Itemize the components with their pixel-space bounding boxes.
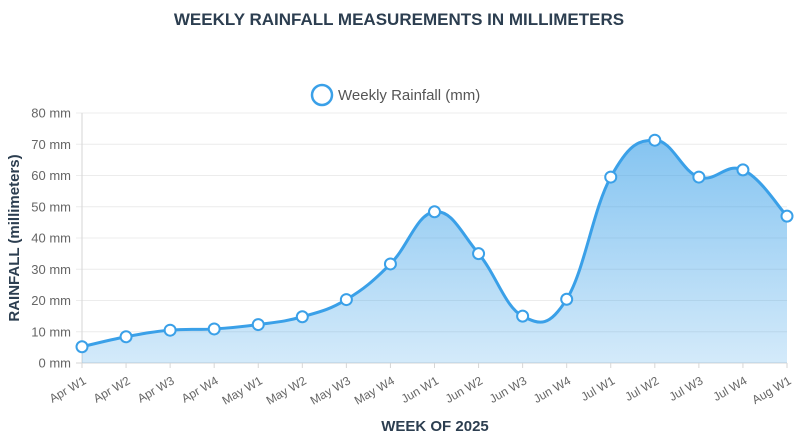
x-tick-label: Jun W3 bbox=[487, 373, 530, 406]
x-tick-label: Apr W1 bbox=[47, 373, 89, 405]
data-point[interactable] bbox=[163, 323, 177, 337]
y-tick-label: 50 mm bbox=[31, 199, 71, 214]
x-tick-label: Jul W4 bbox=[711, 373, 750, 404]
y-axis-title: RAINFALL (millimeters) bbox=[6, 154, 23, 321]
rainfall-area-series bbox=[80, 138, 789, 363]
rainfall-points bbox=[75, 133, 794, 354]
data-point[interactable] bbox=[75, 340, 89, 354]
data-point[interactable] bbox=[251, 318, 265, 332]
data-point[interactable] bbox=[692, 170, 706, 184]
x-tick-label: Jul W3 bbox=[667, 373, 706, 404]
legend-label: Weekly Rainfall (mm) bbox=[338, 87, 480, 104]
y-tick-label: 20 mm bbox=[31, 293, 71, 308]
x-tick-label: Jun W4 bbox=[531, 373, 574, 406]
data-point[interactable] bbox=[516, 309, 530, 323]
chart-title: WEEKLY RAINFALL MEASUREMENTS IN MILLIMET… bbox=[174, 10, 624, 29]
data-point[interactable] bbox=[472, 247, 486, 261]
data-point[interactable] bbox=[428, 205, 441, 219]
legend[interactable]: Weekly Rainfall (mm) bbox=[310, 83, 480, 107]
x-tick-label: Jul W1 bbox=[578, 373, 617, 404]
x-axis-title: WEEK OF 2025 bbox=[381, 418, 489, 435]
x-tick-label: Apr W4 bbox=[179, 373, 221, 405]
x-tick-label: Jul W2 bbox=[623, 373, 662, 404]
data-point[interactable] bbox=[119, 330, 133, 344]
y-tick-label: 0 mm bbox=[39, 356, 72, 371]
x-tick-label: May W1 bbox=[220, 373, 265, 407]
rainfall-area-fill bbox=[82, 140, 787, 363]
x-tick-label: Jun W2 bbox=[443, 373, 486, 406]
x-tick-label: Apr W2 bbox=[91, 373, 133, 405]
data-point[interactable] bbox=[295, 310, 309, 324]
y-tick-label: 60 mm bbox=[31, 168, 71, 183]
data-point[interactable] bbox=[736, 163, 750, 177]
data-point[interactable] bbox=[648, 133, 662, 147]
y-tick-label: 70 mm bbox=[31, 137, 71, 152]
data-point[interactable] bbox=[339, 293, 353, 307]
x-tick-label: Jun W1 bbox=[399, 373, 442, 406]
x-tick-label: May W2 bbox=[264, 373, 309, 407]
x-tick-label: May W3 bbox=[308, 373, 353, 407]
data-point[interactable] bbox=[383, 257, 397, 271]
data-point[interactable] bbox=[604, 170, 618, 184]
legend-marker-icon bbox=[310, 83, 334, 107]
y-tick-label: 30 mm bbox=[31, 262, 71, 277]
data-point[interactable] bbox=[560, 292, 574, 306]
x-tick-label: Aug W1 bbox=[750, 373, 794, 407]
data-point[interactable] bbox=[207, 322, 221, 336]
x-tick-label: May W4 bbox=[352, 373, 397, 407]
y-tick-label: 40 mm bbox=[31, 231, 71, 246]
y-tick-label: 80 mm bbox=[31, 106, 71, 121]
data-point[interactable] bbox=[780, 209, 794, 223]
y-tick-label: 10 mm bbox=[31, 324, 71, 339]
x-tick-label: Apr W3 bbox=[135, 373, 177, 405]
y-axis-ticks: 0 mm 10 mm 20 mm 30 mm 40 mm 50 mm 60 mm 70 mm 8… bbox=[31, 106, 71, 371]
